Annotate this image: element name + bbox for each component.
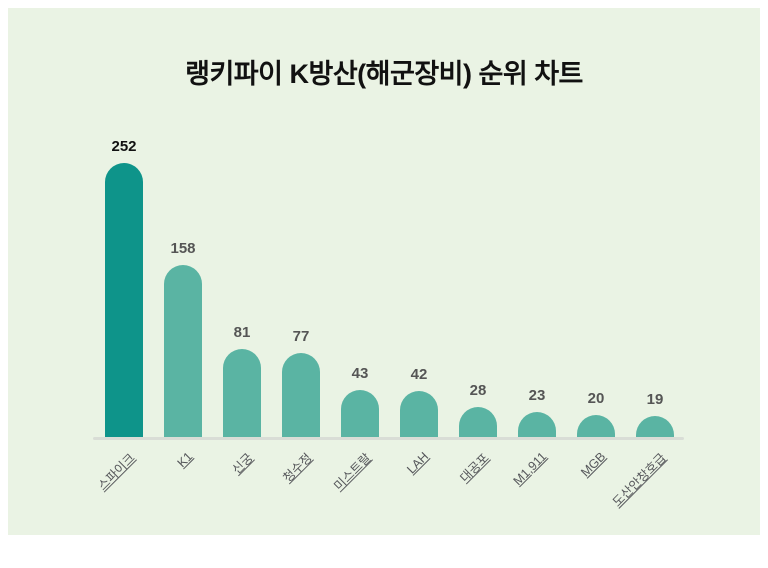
category-label-text[interactable]: 미스트랄	[331, 450, 374, 494]
bar-value-label: 77	[292, 328, 310, 345]
category-label[interactable]: 청수정	[196, 448, 315, 565]
category-label[interactable]: 대공포	[373, 448, 492, 565]
category-label[interactable]: M1,911	[432, 448, 550, 565]
category-label[interactable]: MGB	[491, 448, 608, 565]
chart-bar	[341, 390, 379, 437]
category-label-text[interactable]: 스파이크	[95, 450, 138, 494]
category-label-text[interactable]: 신궁	[229, 450, 256, 478]
bar-value-label: 43	[351, 365, 369, 382]
chart-bar	[223, 349, 261, 437]
category-label-text[interactable]: MGB	[578, 449, 609, 480]
bar-value-label: 28	[469, 382, 487, 399]
chart-bar	[105, 163, 143, 437]
category-label-text[interactable]: M1,911	[510, 449, 550, 489]
category-label-text[interactable]: 대공포	[457, 450, 492, 486]
bar-value-label: 252	[111, 138, 137, 155]
bar-value-label: 23	[528, 387, 546, 404]
bar-value-label: 81	[233, 324, 251, 341]
category-label-text[interactable]: LAH	[404, 449, 432, 477]
chart-bar	[164, 265, 202, 437]
category-label[interactable]: LAH	[314, 448, 431, 565]
category-label[interactable]: 미스트랄	[255, 448, 374, 565]
chart-bar	[459, 407, 497, 437]
chart-bar	[518, 412, 556, 437]
x-axis-line	[93, 437, 684, 440]
chart-bar	[636, 416, 674, 437]
chart-bar	[400, 391, 438, 437]
chart-title: 랭키파이 K방산(해군장비) 순위 차트	[185, 59, 583, 89]
category-label-text[interactable]: 도산안창호급	[610, 450, 669, 510]
bar-value-label: 42	[410, 366, 428, 383]
chart-panel: 랭키파이 K방산(해군장비) 순위 차트 252 스파이크 158 K1 81 신궁 77 청…	[8, 8, 760, 535]
chart-bar	[577, 415, 615, 437]
category-label[interactable]: 스파이크	[19, 448, 138, 565]
category-label-text[interactable]: 청수정	[280, 450, 315, 486]
category-label[interactable]: 신궁	[137, 448, 256, 565]
bar-value-label: 20	[587, 390, 605, 407]
bar-value-label: 158	[170, 240, 196, 257]
chart-bar	[282, 353, 320, 437]
category-label[interactable]: K1	[78, 448, 196, 565]
category-label[interactable]: 도산안창호급	[550, 448, 669, 565]
category-label-text[interactable]: K1	[174, 449, 196, 471]
bar-value-label: 19	[646, 391, 664, 408]
